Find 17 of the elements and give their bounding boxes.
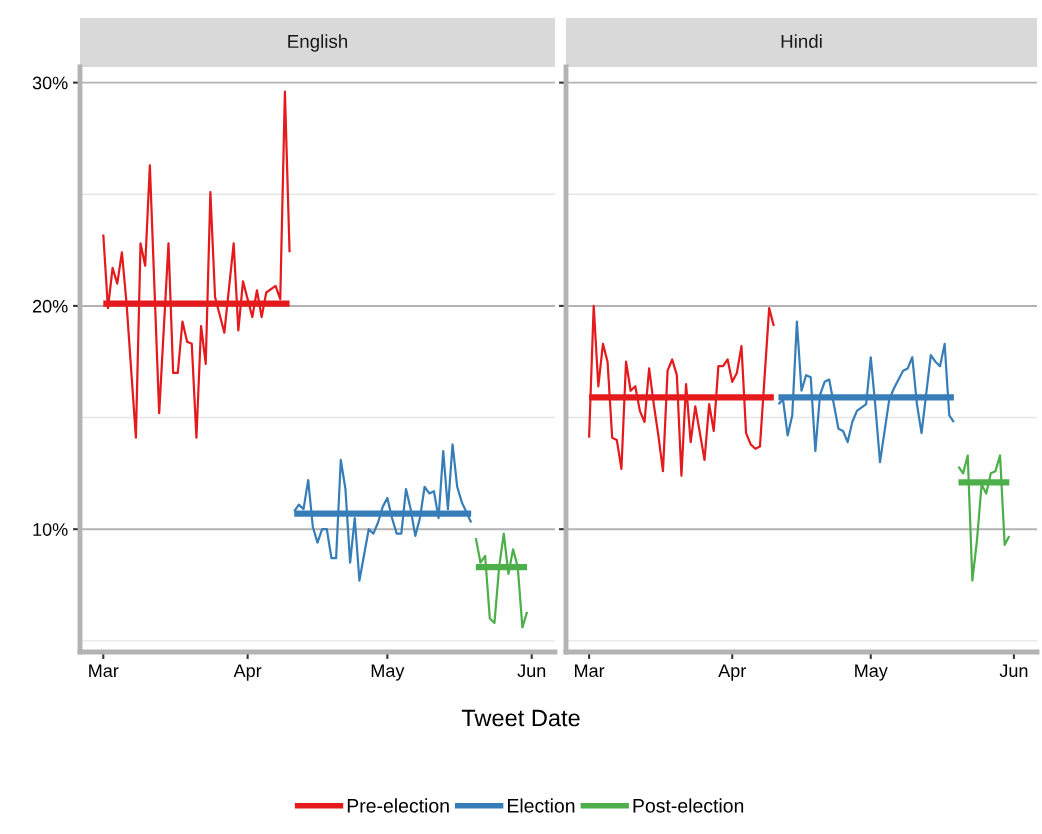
chart-title: English bbox=[288, 34, 348, 52]
x-tick-label: May bbox=[371, 664, 405, 681]
legend-label: Election bbox=[507, 798, 575, 813]
x-axis-title: Tweet Date bbox=[461, 709, 580, 727]
legend-label: Pre-election bbox=[347, 798, 449, 813]
legend-label: Post-election bbox=[633, 798, 744, 813]
x-tick-label: Jun bbox=[999, 664, 1028, 678]
x-tick-label: May bbox=[855, 664, 888, 681]
x-tick-label: Apr bbox=[233, 664, 262, 681]
x-tick-label: Mar bbox=[575, 664, 605, 678]
x-tick-label: Mar bbox=[89, 664, 119, 678]
x-tick-label: Jun bbox=[517, 664, 546, 678]
x-tick-label: Apr bbox=[718, 664, 746, 681]
chart-title: Hindi bbox=[781, 34, 822, 49]
y-tick-label: 30% bbox=[32, 76, 68, 90]
y-tick-label: 10% bbox=[33, 523, 68, 536]
y-tick-label: 20% bbox=[32, 299, 68, 313]
